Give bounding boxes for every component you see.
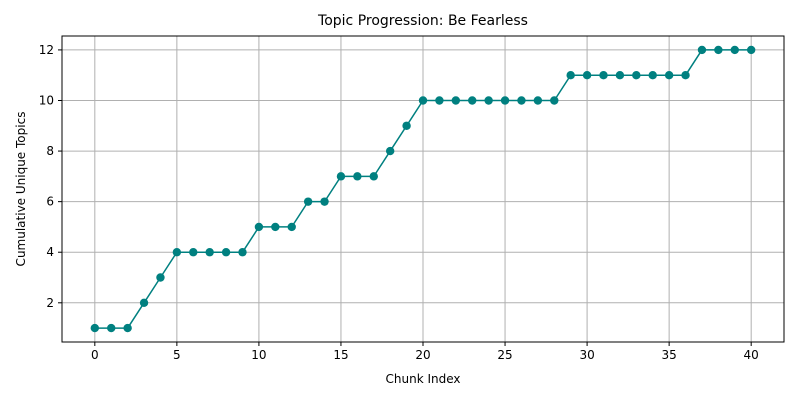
chart-title: Topic Progression: Be Fearless [317, 13, 528, 29]
x-tick-label: 0 [91, 348, 99, 362]
y-tick-label: 10 [39, 93, 54, 107]
data-point [385, 146, 395, 156]
data-point [107, 323, 116, 333]
data-point [90, 323, 100, 333]
data-point [369, 172, 378, 181]
data-point [303, 197, 313, 206]
data-point [500, 96, 510, 105]
data-point [714, 45, 723, 55]
data-point [582, 70, 592, 80]
data-point [451, 96, 461, 105]
data-point [320, 197, 329, 206]
x-tick-label: 10 [251, 348, 266, 362]
data-point [664, 70, 674, 80]
data-point [156, 273, 165, 282]
data-point [336, 172, 346, 181]
data-point [254, 222, 264, 232]
data-point [353, 172, 362, 181]
data-point [139, 298, 149, 308]
data-point [746, 45, 756, 55]
data-point [238, 248, 247, 257]
y-tick-label: 12 [39, 43, 54, 57]
data-point [468, 96, 477, 105]
x-axis-label: Chunk Index [386, 372, 461, 386]
axis-ticks: 0 5 10 15 20 25 30 35 40 2 4 6 8 10 12 [39, 43, 759, 362]
data-point [632, 70, 641, 80]
data-point [550, 96, 559, 105]
data-point [123, 323, 132, 333]
data-point [648, 70, 657, 80]
x-tick-label: 20 [415, 348, 430, 362]
data-point [172, 248, 182, 257]
data-point [402, 121, 411, 130]
x-tick-label: 35 [661, 348, 676, 362]
data-point [221, 248, 231, 257]
data-point [287, 222, 296, 232]
y-tick-label: 4 [46, 245, 54, 259]
y-tick-label: 6 [46, 195, 54, 209]
data-point [697, 45, 707, 55]
data-point [566, 70, 575, 80]
data-point [615, 70, 625, 80]
grid [62, 36, 784, 342]
data-point [484, 96, 493, 105]
data-point [681, 70, 690, 80]
data-point [189, 248, 198, 257]
x-tick-label: 25 [497, 348, 512, 362]
data-point [599, 70, 608, 80]
y-tick-label: 2 [46, 296, 54, 310]
y-tick-label: 8 [46, 144, 54, 158]
data-point [271, 222, 280, 232]
x-tick-label: 15 [333, 348, 348, 362]
data-point [730, 45, 739, 55]
data-point [418, 96, 428, 105]
x-tick-label: 30 [579, 348, 594, 362]
series [90, 45, 756, 333]
x-tick-label: 5 [173, 348, 181, 362]
y-axis-label: Cumulative Unique Topics [14, 112, 28, 267]
data-point [517, 96, 526, 105]
data-point [205, 248, 214, 257]
x-tick-label: 40 [744, 348, 759, 362]
data-point [533, 96, 543, 105]
data-point [435, 96, 444, 105]
